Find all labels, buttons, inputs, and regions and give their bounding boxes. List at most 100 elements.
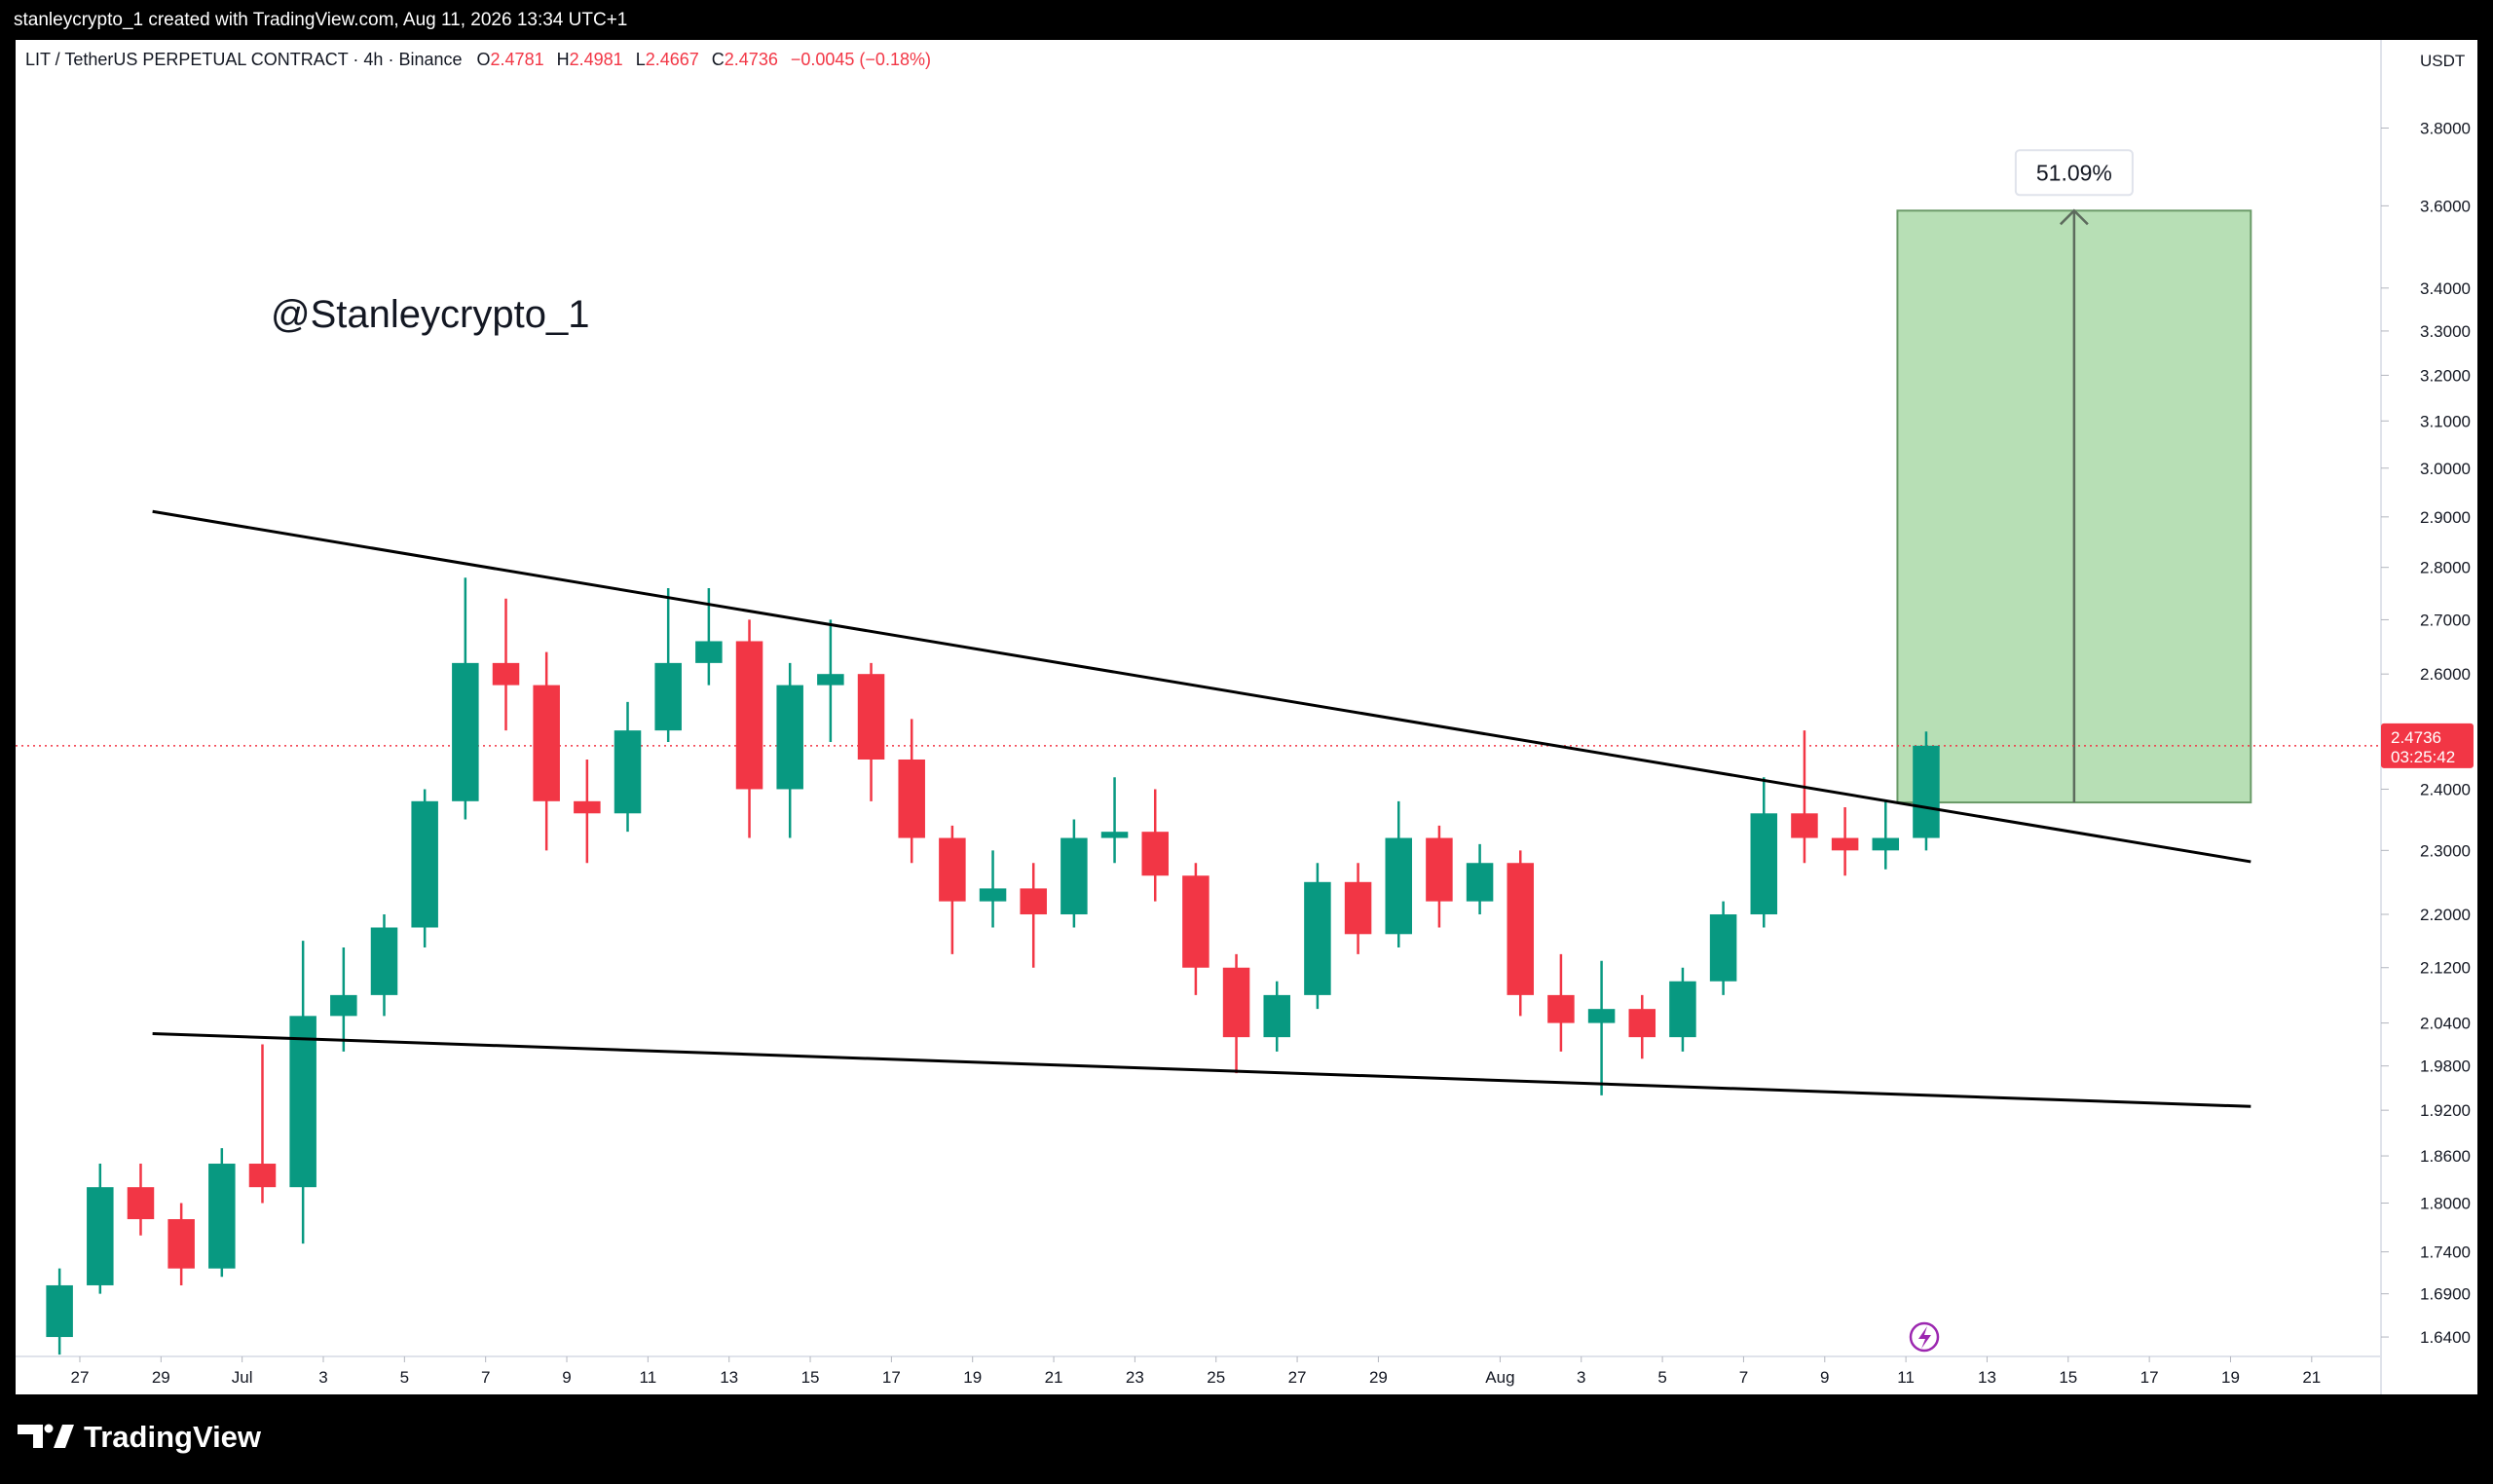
y-tick-label: 2.4000 [2420,780,2471,798]
y-tick-label: 1.8600 [2420,1147,2471,1166]
candle-body [87,1187,114,1285]
y-tick-label: 2.6000 [2420,665,2471,684]
candle-body [492,662,520,686]
candle-body [735,641,763,790]
attribution: stanleycrypto_1 created with TradingView… [14,10,627,30]
candle-body [654,662,682,731]
price-tag [2381,723,2474,768]
target-label: 51.09% [2036,160,2112,185]
candle-body [1426,837,1453,902]
candle-body [1100,832,1129,838]
candle-body [1344,881,1372,935]
candle-body [776,685,803,790]
x-tick-label: 11 [640,1368,657,1387]
ohlc-label: H [557,50,570,69]
x-tick-label: 13 [720,1368,738,1387]
x-tick-label: 19 [963,1368,982,1387]
candle-body [533,685,560,801]
target-arrowhead [2059,208,2089,226]
candle-body [1791,813,1818,838]
trendline [152,509,2251,864]
candle-body [248,1164,277,1188]
ohlc-label: L [636,50,646,69]
y-tick-label: 2.9000 [2420,508,2471,527]
ohlc-value: 2.4981 [570,50,623,69]
candle-body [1385,837,1412,935]
plot-area: 51.09% [16,149,2381,1355]
ohlc-label: C [712,50,725,69]
watermark: @Stanleycrypto_1 [271,293,589,336]
x-tick-label: Jul [232,1368,253,1387]
x-tick-label: 5 [1657,1368,1666,1387]
x-tick-label: Aug [1485,1368,1514,1387]
x-tick-label: 7 [1739,1368,1748,1387]
brand: TradingView [84,1420,262,1454]
ohlc-label: O [477,50,491,69]
candle-body [1263,994,1290,1038]
candle-body [1466,863,1494,902]
candle-body [695,641,723,663]
x-tick-label: 27 [71,1368,90,1387]
y-tick-label: 3.0000 [2420,460,2471,478]
candle-body [939,837,966,902]
y-tick-label: 3.4000 [2420,279,2471,298]
x-tick-label: 17 [2140,1368,2159,1387]
candle-body [208,1164,236,1269]
candle-body [857,674,885,760]
candle-body [1020,888,1047,915]
x-tick-label: 27 [1288,1368,1307,1387]
ohlc-value: 2.4781 [491,50,544,69]
x-tick-label: 3 [1577,1368,1585,1387]
candle-body [1547,994,1575,1023]
alert-icon [1909,1321,1940,1353]
candle-body [1709,914,1737,982]
y-tick-label: 1.6400 [2420,1328,2471,1347]
candle-body [817,674,844,686]
candle-body [1304,881,1331,995]
y-tick-label: 3.6000 [2420,197,2471,215]
y-tick-label: 3.1000 [2420,412,2471,430]
price-tag-value: 2.4736 [2391,728,2441,747]
x-tick-label: 25 [1207,1368,1225,1387]
x-tick-label: 17 [882,1368,901,1387]
y-tick-label: 1.9800 [2420,1057,2471,1076]
y-tick-label: 2.7000 [2420,611,2471,629]
candle-body [1628,1009,1656,1038]
trendline [152,1031,2251,1108]
candle-body [1913,745,1940,838]
candle-body [1831,837,1859,851]
price-tag-countdown: 03:25:42 [2391,748,2455,766]
x-tick-label: 29 [152,1368,170,1387]
x-tick-label: 19 [2221,1368,2240,1387]
y-tick-label: 1.6900 [2420,1285,2471,1304]
y-tick-label: 1.9200 [2420,1101,2471,1120]
ohlc-value: 2.4736 [725,50,778,69]
candle-body [614,730,642,814]
x-tick-label: 15 [801,1368,820,1387]
x-tick-label: 23 [1126,1368,1144,1387]
candle-body [127,1187,155,1220]
y-tick-label: 2.0400 [2420,1015,2471,1033]
target-label-box [2014,149,2134,197]
y-tick-label: 3.2000 [2420,366,2471,385]
legend-line: LIT / TetherUS PERPETUAL CONTRACT · 4h ·… [25,50,931,69]
y-tick-label: 1.8000 [2420,1195,2471,1213]
candle-body [1872,837,1900,851]
candle-body [370,927,398,995]
candle-body [574,800,601,814]
y-tick-label: 3.3000 [2420,322,2471,341]
y-tick-label: 3.8000 [2420,119,2471,137]
x-tick-label: 21 [1045,1368,1063,1387]
x-tick-label: 11 [1897,1368,1915,1387]
candle-body [1587,1009,1616,1023]
candle-body [1750,813,1778,915]
candle-body [979,888,1007,902]
candle-body [289,1016,316,1188]
y-tick-label: 2.3000 [2420,841,2471,860]
x-tick-label: 29 [1369,1368,1388,1387]
candle-body [1060,837,1088,915]
x-tick-label: 15 [2059,1368,2077,1387]
x-tick-label: 9 [562,1368,571,1387]
y-tick-label: 2.1200 [2420,959,2471,978]
